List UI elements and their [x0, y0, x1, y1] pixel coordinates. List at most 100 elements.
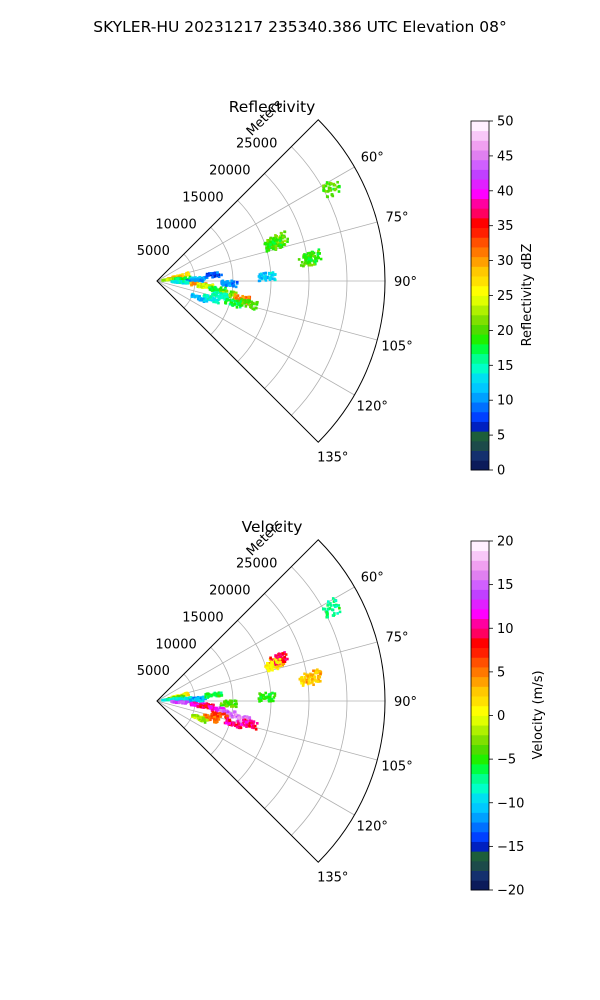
radar-echo: [264, 658, 283, 673]
range-tick-label: 5000: [137, 664, 170, 679]
radar-echo: [257, 271, 277, 283]
colorbar-swatch: [471, 793, 489, 804]
velocity-colorbar: −20 −15 −10 −5 0 5 10 15 20: [470, 535, 524, 899]
colorbar-swatch: [471, 295, 489, 306]
radar-echo: [210, 291, 229, 301]
colorbar-tick-label: 50: [497, 115, 514, 130]
radar-echo: [220, 279, 239, 289]
velocity-title: Velocity: [242, 518, 303, 536]
colorbar-swatch: [471, 763, 489, 775]
colorbar-swatch: [471, 696, 489, 707]
angle-tick-label: 105°: [381, 339, 412, 354]
colorbar-swatch: [471, 812, 489, 823]
velocity-colorbar-label: Velocity (m/s): [531, 670, 546, 759]
colorbar-tick-label: 5: [497, 665, 505, 680]
radar-echo: [170, 280, 190, 285]
colorbar-swatch: [471, 686, 489, 697]
reflectivity-title: Reflectivity: [229, 98, 316, 116]
colorbar-swatch: [471, 334, 489, 345]
angle-tick-label: 135°: [317, 871, 348, 886]
colorbar-swatch: [471, 725, 489, 736]
radar-echo: [204, 691, 224, 699]
reflectivity-panel: Reflectivity 60° 75° 90° 105° 120° 135° 5000 10…: [137, 97, 535, 478]
colorbar-swatch: [471, 460, 489, 471]
range-tick-label: 15000: [182, 190, 223, 205]
colorbar-tick-label: 10: [497, 394, 514, 409]
colorbar-tick-label: −10: [497, 796, 524, 811]
colorbar-swatch: [471, 130, 489, 141]
angle-tick-label: 135°: [317, 451, 348, 466]
reflectivity-colorbar-label: Reflectivity dBZ: [520, 244, 535, 347]
colorbar-swatch: [471, 421, 489, 432]
colorbar-tick-label: 20: [497, 324, 514, 339]
colorbar-swatch: [471, 657, 489, 668]
radar-echo: [322, 180, 341, 199]
colorbar-tick-label: 15: [497, 578, 514, 593]
radar-echo: [202, 713, 221, 724]
range-tick-label: 25000: [236, 557, 277, 572]
colorbar-swatch: [471, 179, 489, 190]
velocity-panel: Velocity 60° 75° 90° 105° 120° 135° 5000 10000 1…: [137, 517, 546, 898]
range-tick-label: 20000: [209, 164, 250, 179]
radar-echo: [303, 248, 323, 264]
colorbar-swatch: [471, 402, 489, 413]
colorbar-swatch: [471, 744, 489, 755]
radar-echo: [190, 292, 209, 303]
azimuth-gridline: [156, 166, 355, 282]
colorbar-swatch: [471, 276, 489, 287]
azimuth-gridline: [156, 280, 355, 396]
colorbar-tick-label: −20: [497, 884, 524, 899]
range-tick-label: 20000: [209, 584, 250, 599]
radar-echo: [191, 714, 209, 724]
colorbar-swatch: [471, 305, 489, 316]
colorbar-swatch: [471, 579, 489, 590]
colorbar-tick-label: 10: [497, 622, 514, 637]
colorbar-swatch: [471, 392, 489, 403]
colorbar-swatch: [471, 667, 489, 678]
colorbar-swatch: [471, 266, 489, 277]
colorbar-tick-label: 0: [497, 709, 505, 724]
range-tick-label: 10000: [155, 637, 196, 652]
azimuth-gridline: [156, 280, 378, 341]
colorbar-swatch: [471, 324, 489, 335]
reflectivity-sector: 60° 75° 90° 105° 120° 135° 5000 10000 15000 20000…: [137, 97, 417, 466]
radar-echo: [240, 298, 259, 311]
colorbar-swatch: [471, 343, 489, 355]
radar-echo: [204, 271, 223, 279]
radar-echo: [170, 699, 190, 705]
azimuth-gridline: [156, 700, 378, 761]
angle-tick-label: 120°: [357, 399, 388, 414]
colorbar-swatch: [471, 880, 489, 891]
azimuth-gridline: [156, 700, 355, 816]
reflectivity-colorbar: 0 5 10 15 20 25 30 35 40 45 50: [470, 115, 514, 479]
colorbar-swatch: [471, 121, 489, 132]
colorbar-tick-label: 20: [497, 535, 514, 550]
colorbar-swatch: [471, 831, 489, 842]
radar-echo: [240, 718, 259, 731]
angle-tick-label: 60°: [361, 571, 384, 586]
colorbar-swatch: [471, 754, 489, 765]
colorbar-swatch: [471, 822, 489, 833]
colorbar-swatch: [471, 169, 489, 180]
radar-echo: [257, 691, 277, 703]
colorbar-swatch: [471, 628, 489, 639]
colorbar-swatch: [471, 705, 489, 716]
colorbar-swatch: [471, 227, 489, 238]
colorbar-swatch: [471, 841, 489, 852]
colorbar-swatch: [471, 217, 489, 229]
radar-echo: [219, 699, 238, 709]
radar-echo: [223, 717, 243, 730]
angle-tick-label: 60°: [361, 151, 384, 166]
colorbar-swatch: [471, 208, 489, 219]
colorbar-swatch: [471, 431, 489, 442]
colorbar-swatch: [471, 773, 489, 784]
colorbar-swatch: [471, 159, 489, 170]
colorbar-tick-label: −5: [497, 753, 516, 768]
colorbar-swatch: [471, 647, 489, 658]
colorbar-swatch: [471, 285, 489, 296]
colorbar-swatch: [471, 860, 489, 872]
range-tick-label: 25000: [236, 137, 277, 152]
azimuth-gridline: [156, 586, 355, 702]
colorbar-tick-label: 5: [497, 429, 505, 444]
